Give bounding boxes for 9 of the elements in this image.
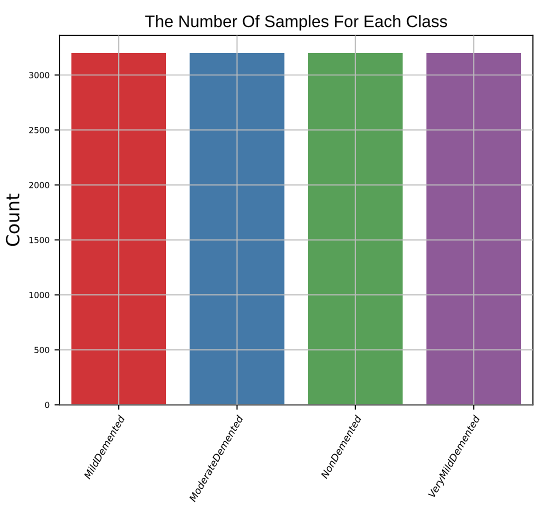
y-tick-label: 3000 <box>29 72 50 78</box>
y-tick-label: 500 <box>34 346 50 354</box>
y-tick-label: 1000 <box>29 292 50 298</box>
y-tick-label: 2000 <box>29 182 50 188</box>
y-tick-label: 2500 <box>29 126 50 134</box>
y-tick-label: 1500 <box>29 236 50 244</box>
chart-title: The Number Of Samples For Each Class <box>145 15 448 31</box>
y-tick-label: 0 <box>45 402 50 408</box>
y-axis-title: Count <box>6 194 20 246</box>
